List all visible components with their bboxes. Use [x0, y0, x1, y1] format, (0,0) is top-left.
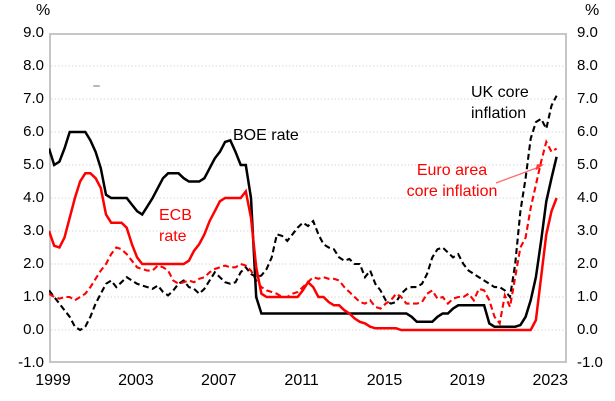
series-line-ecb-rate — [49, 172, 558, 332]
annotation-arrow-icon — [495, 164, 544, 184]
x-tick-label: 2015 — [366, 372, 403, 389]
y-tick-label-left: 9.0 — [23, 24, 44, 41]
plot-border — [49, 33, 567, 363]
y-tick-label-right: 6.0 — [577, 123, 598, 140]
y-tick-label-right: 0.0 — [577, 321, 598, 338]
y-tick-label-right: 4.0 — [577, 189, 598, 206]
y-tick-label-right: 2.0 — [577, 255, 598, 272]
boe-rate-annotation: BOE rate — [233, 127, 299, 144]
x-tick-label: 2007 — [200, 372, 237, 389]
y-tick-label-left: 2.0 — [23, 255, 44, 272]
y-tick-label-right: 3.0 — [577, 222, 598, 239]
y-tick-label-right: 5.0 — [577, 156, 598, 173]
series-line-uk-core-inflation — [49, 95, 558, 332]
series-line-euro-area-core-inflation — [49, 139, 558, 326]
x-tick-label: 1999 — [35, 372, 71, 389]
y-tick-label-right: 7.0 — [577, 90, 598, 107]
uk-core-inflation-annotation-line1: UK core — [471, 84, 529, 101]
y-tick-label-left: 0.0 — [23, 321, 44, 338]
uk-core-inflation-annotation-line2: inflation — [471, 105, 527, 122]
y-tick-label-left: 4.0 — [23, 189, 44, 206]
euro-area-core-inflation-annotation-line2: core inflation — [406, 183, 498, 200]
y-tick-label-left: -1.0 — [18, 354, 44, 371]
y-tick-label-right: 1.0 — [577, 288, 598, 305]
uk-core-inflation-annotation: UK core inflation — [471, 82, 529, 124]
y-tick-label-right: 8.0 — [577, 57, 598, 74]
ecb-rate-annotation-line2: rate — [159, 228, 187, 245]
euro-area-core-inflation-annotation-line1: Euro area — [416, 162, 488, 179]
series-lines — [49, 95, 558, 332]
y-tick-label-left: 7.0 — [23, 90, 44, 107]
stray-mark — [93, 85, 100, 87]
y-tick-label-left: 3.0 — [23, 222, 44, 239]
y-tick-label-right: -1.0 — [577, 354, 603, 371]
ecb-rate-annotation-line1: ECB — [159, 207, 192, 224]
y-tick-label-left: 1.0 — [23, 288, 44, 305]
y-tick-label-left: 8.0 — [23, 57, 44, 74]
ecb-rate-annotation: ECB rate — [159, 205, 192, 247]
x-tick-label: 2003 — [118, 372, 154, 389]
plot-area — [49, 33, 567, 363]
x-tick-label: 2011 — [284, 372, 319, 389]
x-tick-label: 2019 — [449, 372, 486, 389]
y-axis-unit-left: % — [36, 2, 51, 19]
y-axis-unit-right: % — [585, 2, 600, 19]
y-tick-label-right: 9.0 — [577, 24, 598, 41]
x-tick-label: 2023 — [532, 372, 569, 389]
y-tick-label-left: 5.0 — [23, 156, 44, 173]
euro-area-core-inflation-annotation: Euro area core inflation — [394, 160, 510, 202]
y-tick-label-left: 6.0 — [23, 123, 44, 140]
series-line-boe-rate — [49, 130, 558, 328]
